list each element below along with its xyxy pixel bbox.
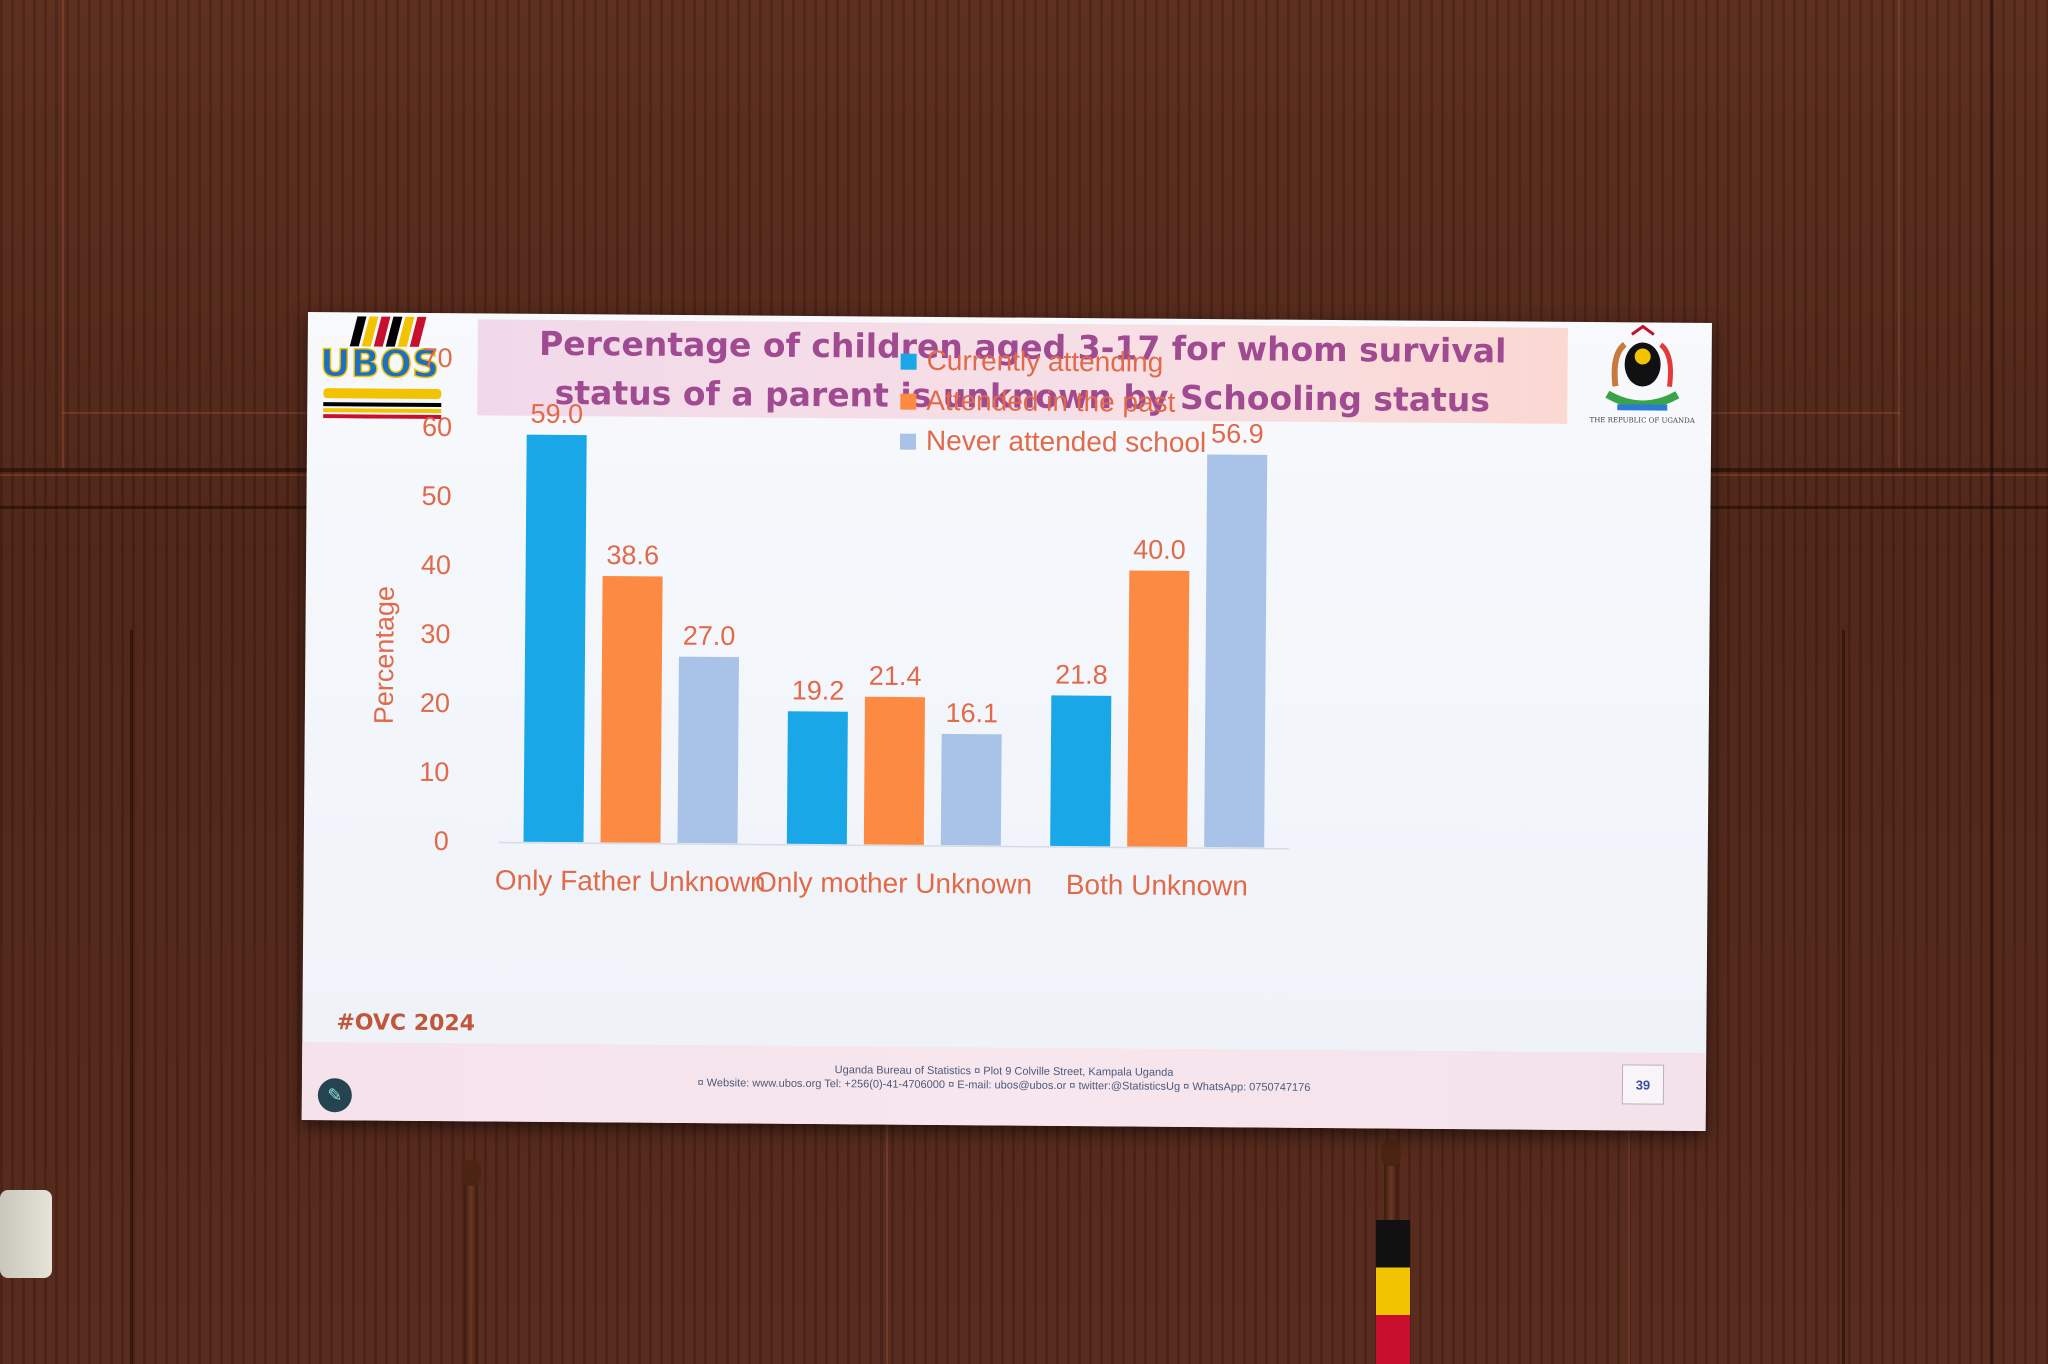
legend-swatch xyxy=(900,353,917,370)
bar xyxy=(523,434,587,843)
data-label: 40.0 xyxy=(1133,534,1186,564)
uganda-flag xyxy=(1376,1220,1410,1364)
pen-tool-icon[interactable]: ✎ xyxy=(317,1078,352,1113)
data-label: 21.8 xyxy=(1055,659,1108,689)
y-tick-label: 60 xyxy=(422,412,452,442)
bar-chart: 59.0 38.6 27.0 19.2 21.4 16.1 21.8 40.0 56.9 0 10… xyxy=(369,343,1289,901)
y-tick-label: 0 xyxy=(434,826,449,856)
wall-panel-seam xyxy=(886,1100,888,1364)
bar xyxy=(1127,570,1190,847)
coat-of-arms-icon xyxy=(1605,324,1680,411)
y-tick-label: 50 xyxy=(421,481,451,511)
slide-page-number: 39 xyxy=(1621,1064,1665,1105)
data-label: 21.4 xyxy=(869,661,922,691)
data-label: 38.6 xyxy=(606,540,659,570)
ubos-logo: UBOS xyxy=(319,316,442,420)
y-tick-label: 70 xyxy=(422,343,452,373)
x-tick-label: Both Unknown xyxy=(1066,869,1248,901)
flag-pole xyxy=(464,1170,478,1364)
y-tick-label: 20 xyxy=(420,688,450,718)
data-label: 59.0 xyxy=(530,399,583,429)
y-tick-label: 10 xyxy=(419,757,449,787)
data-label: 27.0 xyxy=(683,621,736,651)
slide-footer: Uganda Bureau of Statistics ¤ Plot 9 Col… xyxy=(301,1041,1707,1132)
bar xyxy=(940,733,1002,846)
x-tick-label: Only Father Unknown xyxy=(495,864,766,897)
x-tick-label: Only mother Unknown xyxy=(755,867,1032,900)
wall-panel-seam xyxy=(1898,0,1900,468)
legend-label: Attended in the past xyxy=(926,385,1176,418)
presentation-screen: UBOS Percentage of children aged 3-17 fo… xyxy=(301,312,1712,1132)
y-tick-label: 30 xyxy=(420,619,450,649)
wall-panel-seam xyxy=(1990,0,1993,1364)
hashtag-label: #OVC 2024 xyxy=(336,1010,476,1037)
bar xyxy=(1050,695,1112,847)
bar xyxy=(1204,454,1268,848)
bar xyxy=(786,711,848,845)
wall-socket xyxy=(0,1190,52,1278)
data-label: 16.1 xyxy=(945,698,998,728)
bar xyxy=(600,575,663,843)
legend-label: Currently attending xyxy=(927,345,1164,378)
wall-panel-seam xyxy=(1628,1100,1630,1364)
wall-panel-seam xyxy=(1842,630,1845,1364)
legend-swatch xyxy=(900,393,917,410)
wall-panel-seam xyxy=(130,630,133,1364)
data-label: 19.2 xyxy=(792,675,845,705)
svg-text:UBOS: UBOS xyxy=(320,341,440,386)
flag-pole-knob xyxy=(461,1160,481,1186)
legend-swatch xyxy=(899,433,917,450)
x-axis-line xyxy=(498,841,1289,850)
y-tick-label: 40 xyxy=(421,550,451,580)
wall-panel-seam xyxy=(62,0,64,468)
legend-label: Never attended school xyxy=(926,425,1206,458)
bar xyxy=(863,696,925,845)
bar xyxy=(677,656,739,844)
y-axis-title: Percentage xyxy=(369,586,400,724)
data-label: 56.9 xyxy=(1211,418,1264,448)
flag-pole-knob xyxy=(1381,1140,1401,1166)
